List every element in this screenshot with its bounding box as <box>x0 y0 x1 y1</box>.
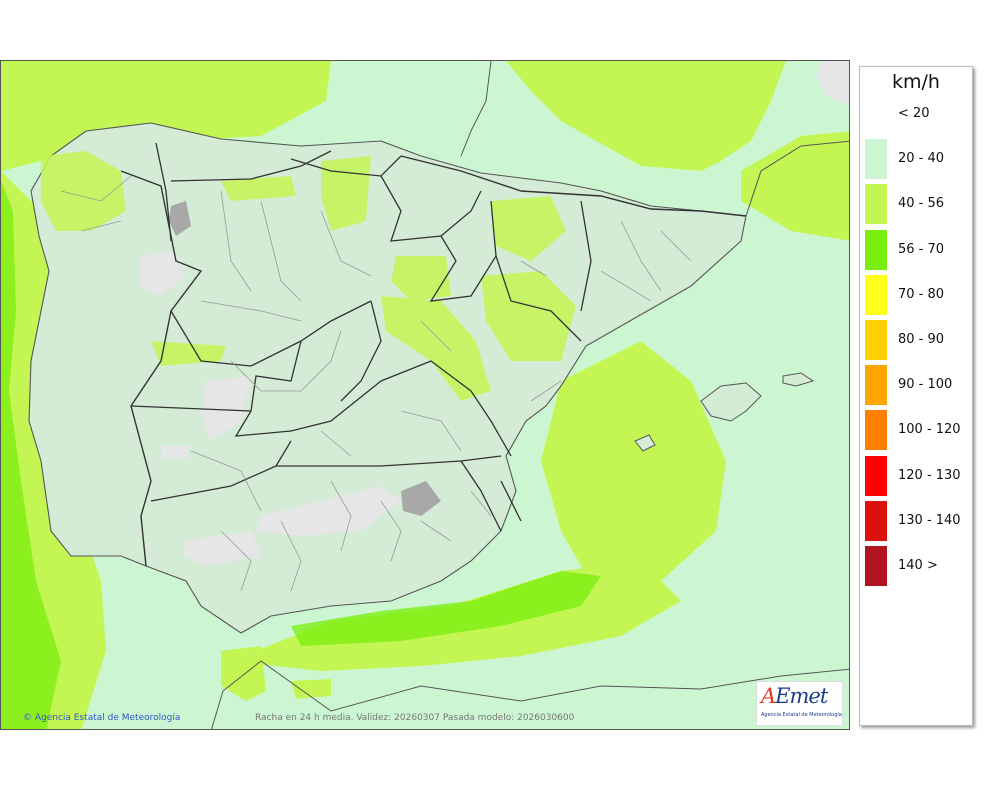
gust-zone-40-56 <box>491 196 566 261</box>
legend-item: 20 - 40 <box>860 139 972 180</box>
legend-item: 140 > <box>860 546 972 586</box>
legend-swatch <box>865 229 887 270</box>
aemet-logo: AEmet Agencia Estatal de Meteorología <box>756 681 843 726</box>
legend-item: 80 - 90 <box>860 320 972 360</box>
gust-zone-40-56 <box>381 296 491 401</box>
legend-label: 20 - 40 <box>898 151 945 167</box>
gust-zone-40-56 <box>321 156 371 231</box>
legend-label: < 20 <box>898 106 930 121</box>
gust-zone-below-20 <box>139 251 186 296</box>
legend-swatch <box>865 139 887 180</box>
legend-label: 140 > <box>898 558 938 573</box>
pyrenees-border <box>400 155 747 217</box>
gust-zone-40-56 <box>391 256 451 301</box>
legend-label: 40 - 56 <box>898 196 945 212</box>
legend-item: 100 - 120 <box>860 410 972 451</box>
africa-coast <box>211 660 849 729</box>
legend-item: 40 - 56 <box>860 184 972 225</box>
gust-zone-40-56 <box>481 271 576 361</box>
gust-zone-40-56 <box>221 646 266 701</box>
gust-zone-56-70 <box>291 571 601 646</box>
copyright-credit: © Agencia Estatal de Meteorología <box>23 713 181 723</box>
legend-swatch <box>865 455 887 496</box>
gust-zone-below-20 <box>184 531 261 566</box>
legend-item: 90 - 100 <box>860 365 972 406</box>
gust-zone-40-56 <box>291 679 331 699</box>
gust-zone-40-56 <box>151 341 226 366</box>
legend-swatch <box>865 500 887 541</box>
legend-swatch <box>865 184 887 225</box>
mallorca-island <box>700 382 762 422</box>
france-coast <box>460 61 492 157</box>
logo-subtitle: Agencia Estatal de Meteorología <box>761 712 842 718</box>
legend-label: 56 - 70 <box>898 241 945 257</box>
legend-item: < 20 <box>860 94 972 134</box>
legend-label: 130 - 140 <box>898 512 961 528</box>
mountain-peak <box>401 481 441 516</box>
gust-zone-40-56 <box>741 131 849 241</box>
gust-zone-below-20 <box>161 446 191 459</box>
gust-zone-below-20 <box>201 376 251 441</box>
regional-borders <box>130 142 592 532</box>
legend-swatch <box>865 320 887 360</box>
ibiza-island <box>634 434 656 452</box>
gust-zone-below-20 <box>816 61 849 106</box>
legend-unit: km/h <box>892 71 940 93</box>
legend-item: 120 - 130 <box>860 455 972 496</box>
legend-swatch <box>865 410 887 451</box>
gust-zone-56-70 <box>1 181 61 729</box>
legend-label: 120 - 130 <box>898 467 961 483</box>
portugal-border <box>120 170 203 567</box>
gust-zone-40-56 <box>541 341 726 601</box>
menorca-island <box>782 372 815 387</box>
legend-swatch <box>865 546 887 586</box>
legend-label: 100 - 120 <box>898 422 961 438</box>
france-coast <box>745 140 849 217</box>
map-caption: Racha en 24 h media. Validez: 20260307 P… <box>255 713 575 723</box>
legend-item: 130 - 140 <box>860 500 972 541</box>
mountain-peak <box>169 201 191 236</box>
legend-label: 90 - 100 <box>898 377 953 393</box>
gust-zone-below-20 <box>256 486 401 536</box>
gust-zone-40-56 <box>506 61 786 171</box>
legend-panel: km/h < 20 20 - 40 40 - 56 56 - 70 70 - 80 80 … <box>859 66 973 726</box>
logo-wordmark: AEmet <box>761 684 828 708</box>
credit-text: Agencia Estatal de Meteorología <box>34 713 181 723</box>
legend-swatch <box>865 365 887 406</box>
legend-item: 70 - 80 <box>860 274 972 315</box>
legend-item: 56 - 70 <box>860 229 972 270</box>
province-borders <box>60 175 692 592</box>
gust-zone-40-56 <box>41 151 126 231</box>
wind-gust-map <box>1 61 849 729</box>
legend-label: 80 - 90 <box>898 332 945 347</box>
gust-zone-40-56 <box>221 176 296 201</box>
legend-label: 70 - 80 <box>898 286 945 302</box>
legend-swatch <box>865 274 887 315</box>
map-panel: © Agencia Estatal de Meteorología Racha … <box>0 60 850 730</box>
